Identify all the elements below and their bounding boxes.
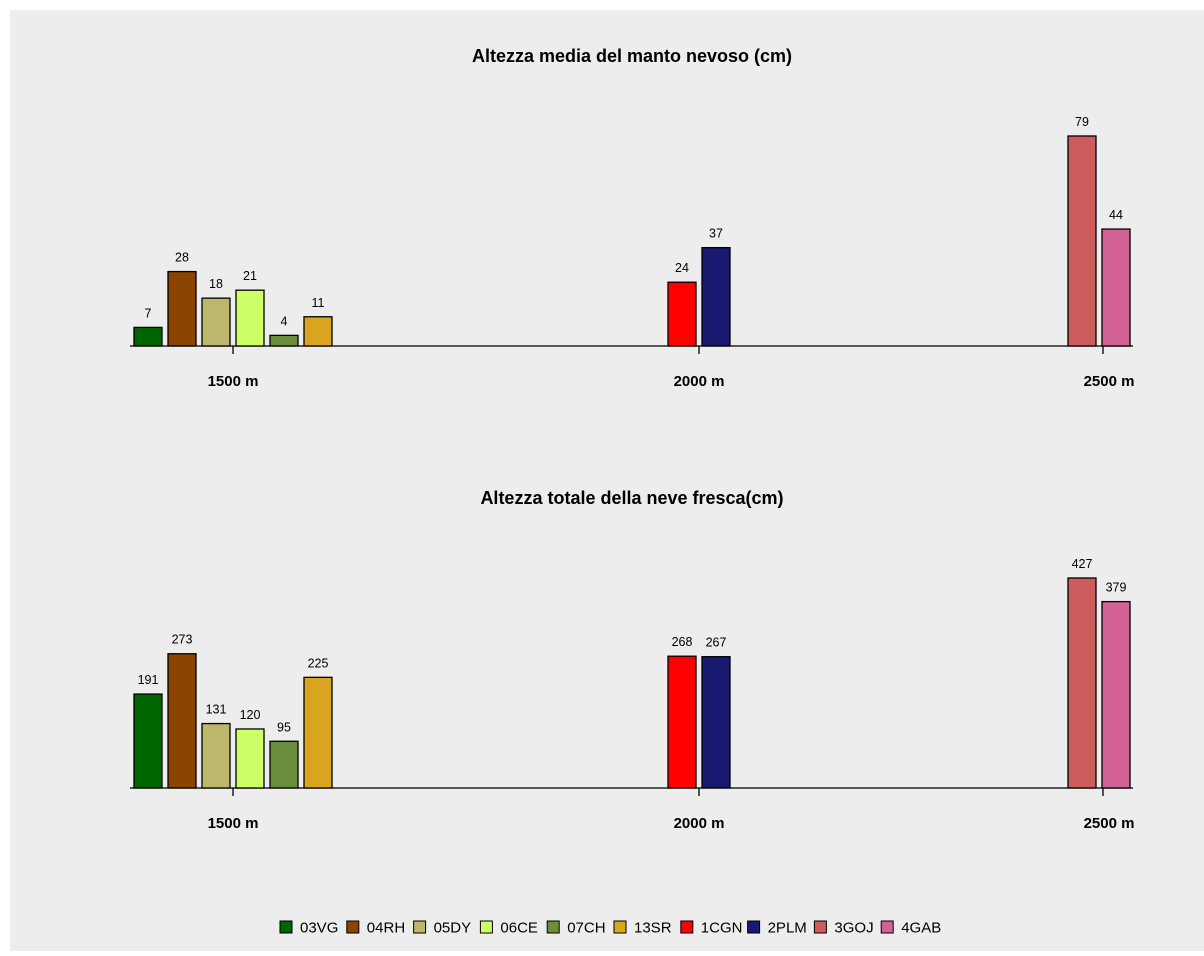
data-label: 191	[138, 673, 159, 687]
x-tick-label: 2000 m	[674, 815, 725, 832]
x-tick-label: 1500 m	[208, 815, 259, 832]
legend-swatch	[546, 920, 560, 934]
data-label: 79	[1075, 115, 1089, 129]
data-label: 427	[1072, 557, 1093, 571]
data-label: 267	[706, 636, 727, 650]
bar-05DY	[201, 722, 231, 789]
legend-item-03VG: 03VG	[279, 920, 338, 937]
legend-swatch	[813, 920, 827, 934]
data-label: 273	[172, 633, 193, 647]
legend-label: 06CE	[500, 920, 538, 937]
legend-label: 05DY	[434, 920, 472, 937]
legend-item-1CGN: 1CGN	[680, 920, 743, 937]
legend-swatch	[613, 920, 627, 934]
bar-06CE	[235, 728, 265, 789]
panel-media-manto: Altezza media del manto nevoso (cm) 1500…	[130, 46, 1134, 390]
legend-item-04RH: 04RH	[346, 920, 405, 937]
data-label: 95	[277, 720, 291, 734]
bar-13SR	[303, 316, 333, 347]
legend-label: 03VG	[300, 920, 338, 937]
bar-4GAB	[1101, 228, 1131, 347]
bar-13SR	[303, 676, 333, 789]
legend-item-06CE: 06CE	[479, 920, 538, 937]
legend-item-2PLM: 2PLM	[747, 920, 807, 937]
bar-2PLM	[701, 656, 731, 789]
legend-label: 07CH	[567, 920, 605, 937]
bar-03VG	[133, 326, 163, 347]
legend-item-3GOJ: 3GOJ	[813, 920, 874, 937]
legend-swatch	[279, 920, 293, 934]
legend-swatch	[413, 920, 427, 934]
legend-swatch	[880, 920, 894, 934]
data-label: 28	[175, 251, 189, 265]
data-label: 131	[206, 703, 227, 717]
data-label: 225	[308, 656, 329, 670]
bar-3GOJ	[1067, 577, 1097, 789]
legend-swatch	[747, 920, 761, 934]
bar-1CGN	[667, 281, 697, 347]
data-label: 24	[675, 261, 689, 275]
legend-label: 4GAB	[901, 920, 941, 937]
legend-label: 04RH	[367, 920, 405, 937]
plot-background	[10, 10, 1204, 951]
bar-07CH	[269, 740, 299, 789]
legend-swatch	[346, 920, 360, 934]
data-label: 37	[709, 227, 723, 241]
x-tick-label: 2500 m	[1084, 815, 1135, 832]
legend-label: 13SR	[634, 920, 672, 937]
x-tick-label: 1500 m	[208, 373, 259, 390]
bar-1CGN	[667, 655, 697, 789]
legend-swatch	[479, 920, 493, 934]
x-tick-label: 2000 m	[674, 373, 725, 390]
legend-label: 1CGN	[701, 920, 743, 937]
bar-03VG	[133, 693, 163, 789]
bar-2PLM	[701, 246, 731, 347]
bar-3GOJ	[1067, 135, 1097, 347]
bar-07CH	[269, 334, 299, 347]
bar-06CE	[235, 289, 265, 347]
legend-item-07CH: 07CH	[546, 920, 606, 937]
bar-4GAB	[1101, 600, 1131, 789]
legend-label: 2PLM	[768, 920, 807, 937]
data-label: 268	[672, 635, 693, 649]
data-label: 120	[240, 708, 261, 722]
legend: 03VG 04RH 05DY 06CE 07CH 13SR 1CGN 2PLM 3GOJ 4GAB	[279, 920, 941, 937]
x-tick-label: 2500 m	[1084, 373, 1135, 390]
data-label: 18	[209, 277, 223, 291]
legend-swatch	[680, 920, 694, 934]
panel-neve-fresca: Altezza totale della neve fresca(cm) 150…	[130, 488, 1134, 832]
data-label: 44	[1109, 208, 1123, 222]
legend-label: 3GOJ	[834, 920, 873, 937]
data-label: 7	[145, 306, 152, 320]
data-label: 379	[1106, 581, 1127, 595]
legend-item-05DY: 05DY	[413, 920, 472, 937]
data-label: 11	[312, 296, 325, 310]
chart-title: Altezza totale della neve fresca(cm)	[480, 488, 783, 508]
legend-item-13SR: 13SR	[613, 920, 672, 937]
bar-05DY	[201, 297, 231, 347]
bar-04RH	[167, 653, 197, 789]
bar-04RH	[167, 270, 197, 347]
data-label: 21	[243, 269, 257, 283]
data-label: 4	[281, 314, 288, 328]
legend-item-4GAB: 4GAB	[880, 920, 941, 937]
chart-title: Altezza media del manto nevoso (cm)	[472, 46, 792, 66]
